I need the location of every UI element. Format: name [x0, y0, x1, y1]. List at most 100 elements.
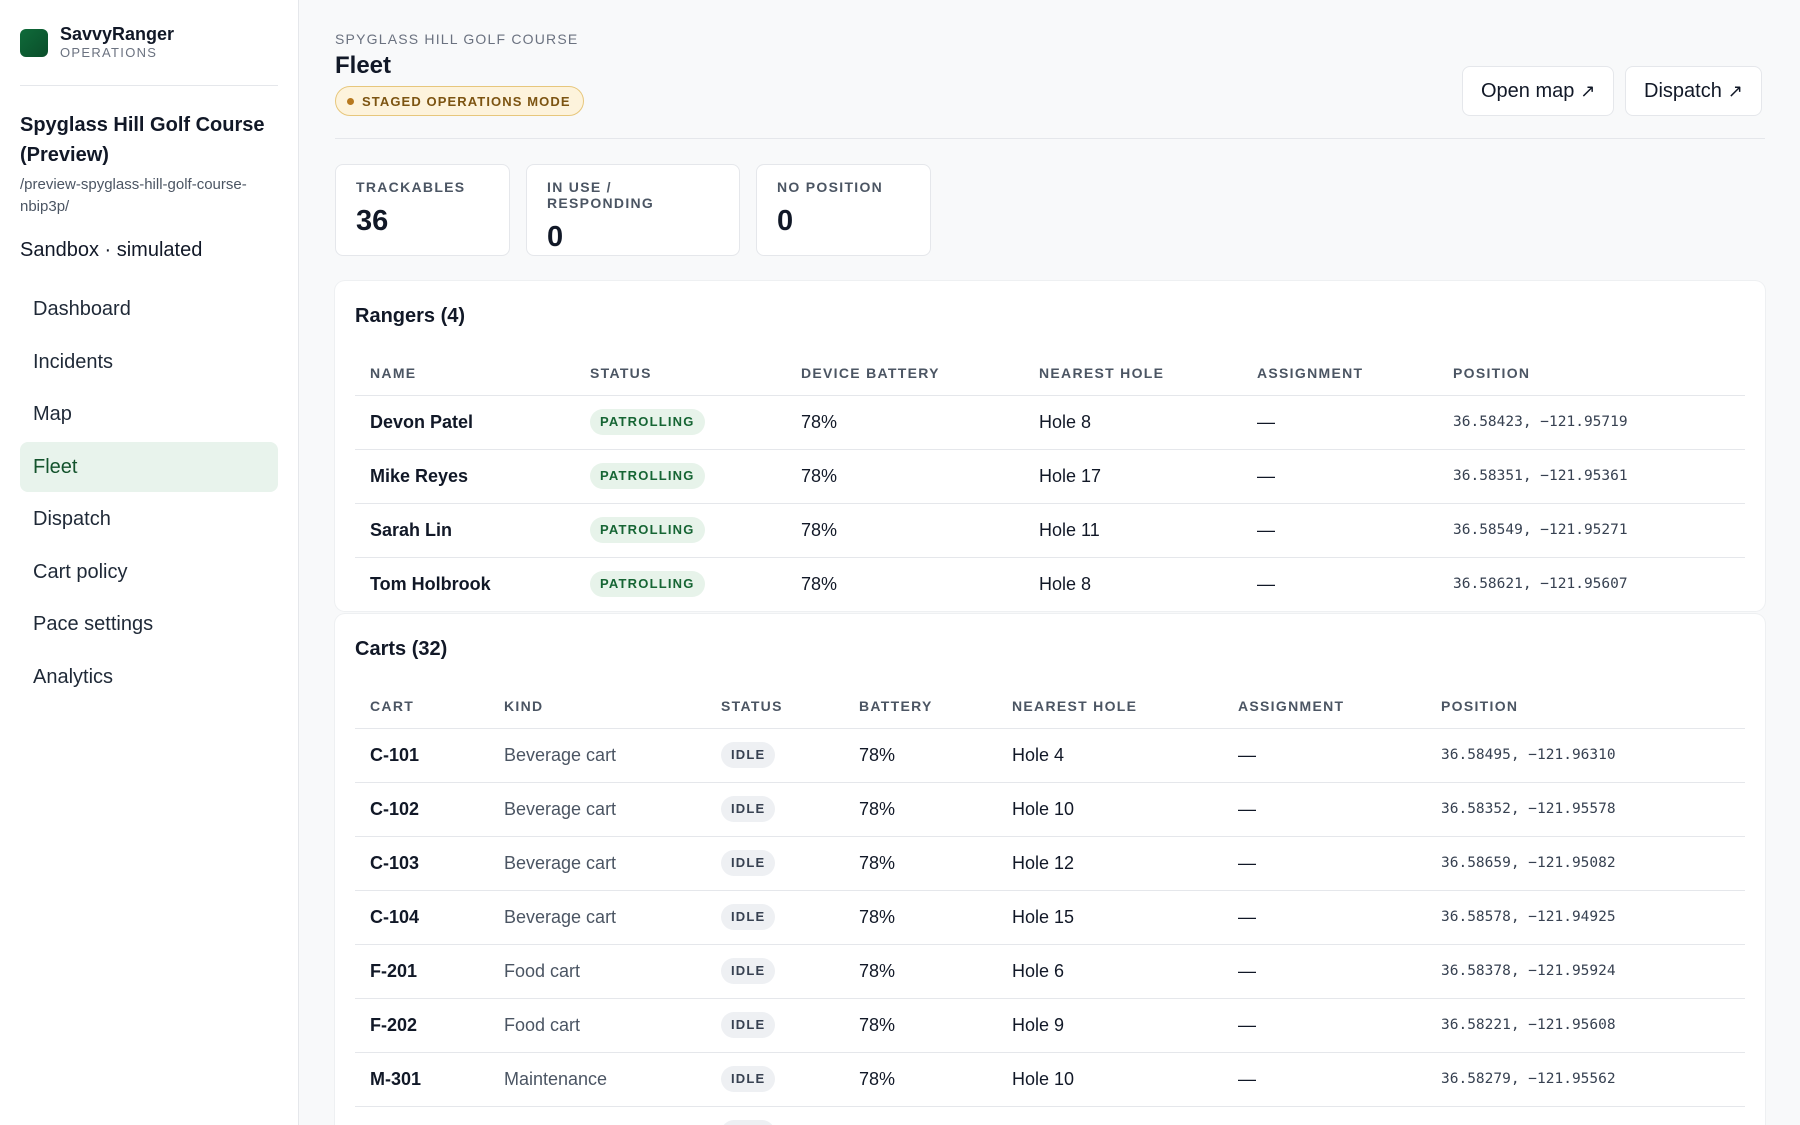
- status-badge: PATROLLING: [590, 463, 705, 489]
- sidebar-item-cart-policy[interactable]: Cart policy: [33, 560, 128, 583]
- stat-label: IN USE / RESPONDING: [547, 179, 655, 211]
- status-cell: IDLE: [706, 1052, 844, 1107]
- assignment-cell: —: [1242, 503, 1438, 558]
- assignment-cell: —: [1242, 449, 1438, 504]
- mode-badge: STAGED OPERATIONS MODE: [335, 86, 584, 116]
- table-row[interactable]: M-302Maintenance IDLE 78%Hole 6—36.58746, …: [355, 1106, 1745, 1125]
- status-cell: IDLE: [706, 728, 844, 783]
- table-row[interactable]: F-202 Food cart IDLE 78% Hole 9—36.58221, −1…: [355, 998, 1745, 1053]
- column-header: NEAREST HOLE: [997, 684, 1223, 729]
- column-header: CART: [355, 684, 489, 729]
- table-row[interactable]: M-301 Maintenance IDLE 78% Hole 10—36.58279,…: [355, 1052, 1745, 1107]
- cart-id: M-301: [355, 1052, 489, 1107]
- status-cell: PATROLLING: [575, 557, 786, 611]
- column-header: DEVICE BATTERY: [786, 351, 1024, 396]
- status-cell: IDLE: [706, 782, 844, 837]
- assignment-cell: —: [1257, 573, 1275, 594]
- cart-kind: Beverage cart: [489, 890, 706, 945]
- battery-cell: 78%: [801, 573, 838, 594]
- column-header: POSITION: [1438, 351, 1745, 396]
- table-row[interactable]: C-101 Beverage cart IDLE 78% Hole 4—36.58495…: [355, 728, 1745, 783]
- column-header: STATUS: [575, 351, 786, 396]
- position-cell: 36.58621, −121.95607: [1453, 576, 1628, 593]
- main-content: SPYGLASS HILL GOLF COURSE Fleet STAGED O…: [335, 0, 1765, 1125]
- status-cell: IDLE: [706, 890, 844, 945]
- battery-cell: 78%: [844, 782, 997, 837]
- battery-cell: 78%: [786, 503, 1024, 558]
- column-header: NEAREST HOLE: [1024, 351, 1242, 396]
- table-row[interactable]: C-102 Beverage cart IDLE 78% Hole 10—36.5835…: [355, 782, 1745, 837]
- table-row[interactable]: Mike Reyes PATROLLING 78% Hole 17—36.58351,…: [355, 449, 1745, 504]
- column-header: BATTERY: [844, 684, 997, 729]
- open-map-button[interactable]: Open map ↗: [1462, 66, 1615, 116]
- ranger-name: Tom Holbrook: [370, 573, 491, 594]
- battery-cell: 78%: [844, 836, 997, 891]
- ranger-name: Mike Reyes: [355, 449, 575, 504]
- nearest-hole-cell: Hole 10: [997, 1052, 1223, 1107]
- column-header: ASSIGNMENT: [1223, 684, 1426, 729]
- table-row[interactable]: Sarah Lin PATROLLING 78% Hole 11—36.58549, …: [355, 503, 1745, 558]
- position-cell: 36.58352, −121.95578: [1426, 782, 1745, 837]
- cart-id: C-103: [355, 836, 489, 891]
- sidebar-item-analytics[interactable]: Analytics: [33, 665, 114, 688]
- assignment-cell: —: [1223, 944, 1426, 999]
- table-row[interactable]: C-103 Beverage cart IDLE 78% Hole 12—36.5865…: [355, 836, 1745, 891]
- table-row[interactable]: Tom Holbrook PATROLLING 78% Hole 8 — 36.58621…: [355, 557, 1745, 611]
- column-header: NAME: [355, 351, 575, 396]
- cart-id: F-202: [355, 998, 489, 1053]
- nearest-hole-cell: Hole 17: [1024, 449, 1242, 504]
- sidebar-item-map[interactable]: Map: [33, 403, 72, 425]
- battery-cell: 78%: [844, 1052, 997, 1107]
- rangers-table: NAME STATUS DEVICE BATTERY NEAREST HOLE ASSI…: [355, 351, 1745, 611]
- sidebar-item-fleet[interactable]: Fleet: [20, 441, 278, 492]
- status-badge: PATROLLING: [590, 409, 705, 435]
- carts-panel: Carts (32) CART KIND STATUS BATTERY NEAREST …: [335, 614, 1765, 1125]
- position-cell: 36.58746, −121.95741: [1426, 1106, 1745, 1125]
- sidebar-item-incidents[interactable]: Incidents: [33, 350, 114, 373]
- position-cell: 36.58351, −121.95361: [1438, 449, 1745, 504]
- ranger-name: Sarah Lin: [355, 503, 575, 558]
- assignment-cell: —: [1223, 1106, 1426, 1125]
- sidebar-item-dashboard[interactable]: Dashboard: [33, 298, 131, 320]
- position-cell: 36.58221, −121.95608: [1426, 998, 1745, 1053]
- stat-trackables: TRACKABLES 36: [335, 164, 510, 256]
- table-row[interactable]: C-104 Beverage cart IDLE 78% Hole 15—36.5857…: [355, 890, 1745, 945]
- status-badge: IDLE: [721, 1066, 776, 1092]
- cart-kind: Maintenance: [489, 1106, 706, 1125]
- stat-no-position: NO POSITION 0: [756, 164, 931, 256]
- status-dot-icon: [347, 97, 354, 105]
- status-badge: PATROLLING: [590, 517, 705, 543]
- cart-kind: Beverage cart: [489, 728, 706, 783]
- column-header: KIND: [489, 684, 706, 729]
- sidebar-nav: Dashboard Incidents Map Fleet Dispatch Cart p…: [20, 284, 278, 702]
- nearest-hole-cell: Hole 6: [997, 944, 1223, 999]
- dispatch-button[interactable]: Dispatch ↗: [1625, 66, 1762, 116]
- position-cell: 36.58549, −121.95271: [1438, 503, 1745, 558]
- cart-kind: Beverage cart: [489, 782, 706, 837]
- rangers-panel: Rangers (4) NAME STATUS DEVICE BATTERY NEAR…: [335, 281, 1765, 611]
- sidebar-item-pace-settings[interactable]: Pace settings: [33, 613, 154, 635]
- assignment-cell: —: [1223, 728, 1426, 783]
- position-cell: 36.58659, −121.95082: [1426, 836, 1745, 891]
- status-cell: IDLE: [706, 998, 844, 1053]
- assignment-cell: —: [1223, 1052, 1426, 1107]
- stat-value: 0: [547, 221, 564, 253]
- status-cell: IDLE: [706, 944, 844, 999]
- external-link-icon: ↗: [1727, 80, 1743, 101]
- nearest-hole-cell: Hole 11: [1024, 503, 1242, 558]
- stat-label: TRACKABLES: [356, 179, 466, 195]
- sidebar-item-dispatch[interactable]: Dispatch: [33, 508, 111, 530]
- position-cell: 36.58495, −121.96310: [1426, 728, 1745, 783]
- stat-value: 0: [777, 205, 794, 237]
- battery-cell: 78%: [844, 728, 997, 783]
- column-header: POSITION: [1426, 684, 1745, 729]
- position-cell: 36.58578, −121.94925: [1426, 890, 1745, 945]
- table-row[interactable]: F-201 Food cart IDLE 78% Hole 6—36.58378, −1…: [355, 944, 1745, 999]
- external-link-icon: ↗: [1580, 80, 1596, 101]
- sidebar: SavvyRanger OPERATIONS Spyglass Hill Gol…: [0, 0, 299, 1125]
- cart-kind: Food cart: [489, 944, 706, 999]
- nearest-hole-cell: Hole 10: [997, 782, 1223, 837]
- table-row[interactable]: Devon Patel PATROLLING 78% Hole 8—36.58423,…: [355, 395, 1745, 450]
- position-cell: 36.58378, −121.95924: [1426, 944, 1745, 999]
- cart-id: M-302: [355, 1106, 489, 1125]
